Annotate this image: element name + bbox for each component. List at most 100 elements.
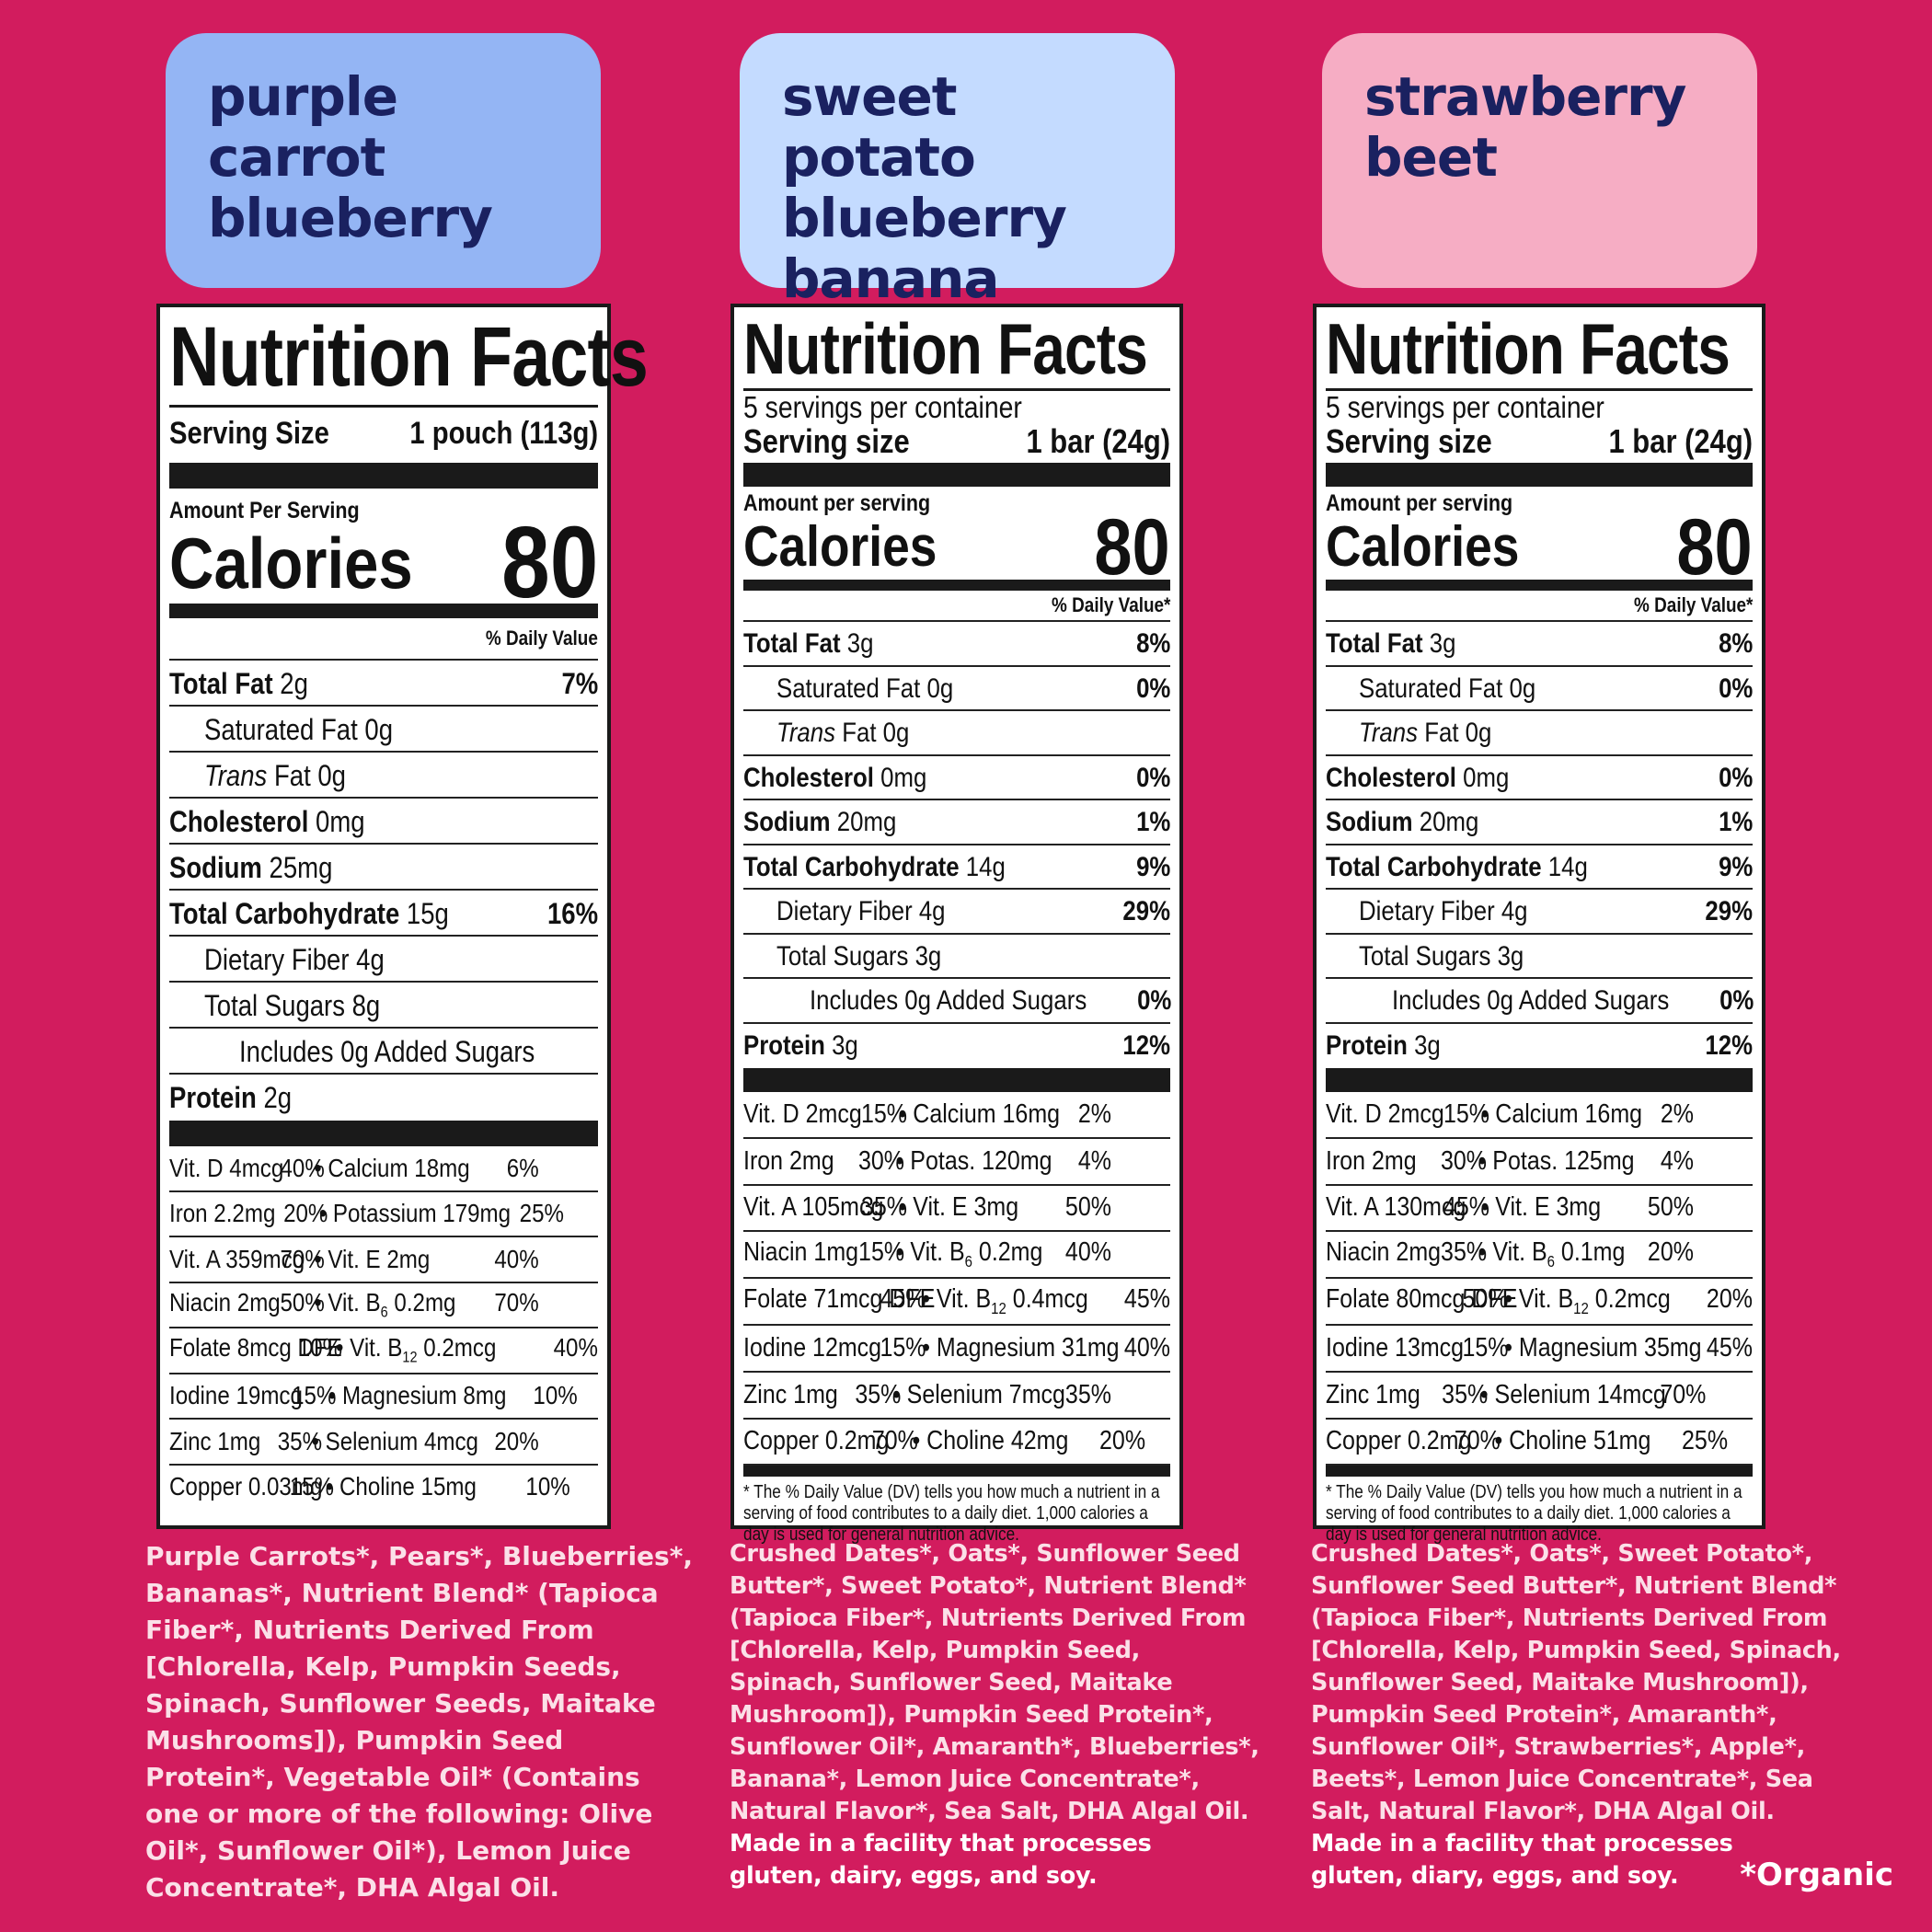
micronutrient-dv: 50% — [1647, 1192, 1694, 1223]
micronutrient-dv: 45% — [880, 1284, 926, 1315]
product-title-line: banana — [782, 247, 1000, 310]
micronutrient-cells: Folate 8mcg DFE 10% • Vit. B12 0.2mcg 40% — [169, 1333, 598, 1367]
micronutrient-name: • Choline 42mg — [912, 1426, 1069, 1456]
micronutrient-dv: 15% — [1443, 1098, 1490, 1129]
nutrient-label: Protein 2g — [169, 1075, 312, 1121]
micronutrient-dv: 6% — [506, 1153, 539, 1182]
micronutrient-dv: 15% — [292, 1381, 337, 1410]
servings-per-container: 5 servings per container — [1326, 391, 1753, 424]
nutrient-label: Saturated Fat 0g — [743, 667, 982, 712]
serving-size-value: 1 pouch (113g) — [409, 416, 598, 451]
nutrient-name: Dietary Fiber 4g — [1359, 896, 1528, 926]
nutrient-row: Dietary Fiber 4g — [169, 937, 598, 983]
nutrient-text: Cholesterol 0mg — [169, 799, 365, 845]
nutrient-label: Total Carbohydrate 14g — [1326, 845, 1630, 891]
micronutrient-name: Folate 71mcg DFE — [743, 1284, 936, 1315]
serving-size-label: Serving size — [1326, 422, 1492, 460]
medium-rule — [743, 580, 1170, 591]
micronutrient-name: Iron 2mg — [743, 1145, 834, 1176]
nutrient-label: Sodium 20mg — [1326, 800, 1503, 845]
amount-per-serving: Amount per serving — [1326, 490, 1753, 517]
daily-value-label: % Daily Value — [486, 627, 598, 650]
micronutrient-cells: Copper 0.2mg 70% • Choline 51mg 25% — [1326, 1426, 1728, 1456]
servings-text: 5 servings per container — [743, 390, 1022, 424]
daily-value-footnote: * The % Daily Value (DV) tells you how m… — [1326, 1482, 1742, 1546]
nutrient-text: Trans Fat 0g — [204, 753, 346, 799]
footnote-rule — [1326, 1466, 1753, 1478]
nutrient-amount: Fat 0g — [842, 718, 910, 748]
micronutrient-cells: Iodine 12mcg 15% • Magnesium 31mg 40% — [743, 1333, 1170, 1363]
nutrient-label: Trans Fat 0g — [169, 753, 369, 799]
nutrient-text: Trans Fat 0g — [1359, 711, 1491, 756]
nutrient-row: Total Sugars 3g — [1326, 935, 1753, 979]
product-title-box: sweet potato blueberry banana — [740, 33, 1175, 309]
nutrient-text: Total Carbohydrate 15g — [169, 891, 449, 937]
nutrient-text: Total Fat 3g — [1326, 622, 1455, 667]
nutrient-row: Trans Fat 0g — [743, 711, 1170, 756]
micronutrient-cells: Zinc 1mg 35% • Selenium 14mcg 70% — [1326, 1380, 1706, 1410]
micronutrient-name: Zinc 1mg — [743, 1379, 838, 1409]
micronutrient-dv: 30% — [1440, 1145, 1488, 1176]
micronutrient-row: Niacin 2mg 35% • Vit. B6 0.1mg 20% — [1326, 1232, 1753, 1280]
nutrient-text: Includes 0g Added Sugars — [810, 979, 1087, 1024]
nutrient-name: Cholesterol — [743, 762, 874, 793]
nutrient-daily-value: 0% — [1137, 985, 1172, 1016]
nutrient-daily-value: 8% — [1718, 628, 1753, 659]
allergen-statement: Made in a facility that processes gluten… — [730, 1830, 1152, 1890]
nutrient-name: Protein — [1326, 1029, 1408, 1061]
nutrient-amount: 2g — [280, 667, 308, 700]
micronutrient-cells: Iron 2mg 30% • Potas. 120mg 4% — [743, 1146, 1111, 1177]
nutrient-name: Total Fat — [169, 667, 273, 700]
nutrient-daily-value: 29% — [1705, 896, 1753, 926]
footnote-rule — [743, 1466, 1170, 1478]
thick-rule — [169, 1121, 598, 1146]
micronutrient-name: • Calcium 16mg — [898, 1098, 1061, 1129]
micronutrient-dv: 50% — [280, 1287, 325, 1317]
micronutrient-dv: 15% — [880, 1332, 926, 1363]
micronutrient-row: Folate 80mcg DFE 50% • Vit. B12 0.2mcg 20% — [1326, 1279, 1753, 1326]
nutrition-facts-panel: Nutrition Facts Serving Size 1 pouch (113g… — [156, 304, 649, 1529]
product-title-line: purple carrot — [208, 65, 398, 189]
nutrient-daily-value: 9% — [1135, 851, 1170, 882]
serving-size-row: Serving size 1 bar (24g) — [743, 424, 1170, 459]
micronutrient-row: Folate 71mcg DFE 45% • Vit. B12 0.4mcg 45% — [743, 1279, 1170, 1326]
nutrient-text: Trans Fat 0g — [776, 711, 909, 756]
micronutrient-name: Vit. A 359mcg — [169, 1244, 305, 1273]
nutrient-name: Cholesterol — [169, 805, 309, 838]
micronutrient-dv: 20% — [1647, 1237, 1694, 1268]
nutrient-name: Saturated Fat 0g — [204, 713, 394, 746]
ingredients-text: Purple Carrots*, Pears*, Blueberries*, B… — [145, 1541, 693, 1903]
micronutrient-row: Iodine 19mcg 15% • Magnesium 8mg 10% — [169, 1374, 598, 1420]
micronutrient-row: Niacin 1mg 15% • Vit. B6 0.2mg 40% — [743, 1232, 1170, 1280]
micronutrient-row: Iron 2mg 30% • Potas. 120mg 4% — [743, 1139, 1170, 1186]
nutrient-amount: 25mg — [269, 851, 333, 884]
micronutrient-name: Zinc 1mg — [169, 1426, 261, 1455]
micronutrient-row: Zinc 1mg 35% • Selenium 14mcg 70% — [1326, 1373, 1753, 1420]
micronutrient-name: • Potas. 120mg — [895, 1145, 1052, 1176]
nutrient-label: Dietary Fiber 4g — [743, 890, 972, 935]
micronutrient-row: Zinc 1mg 35% • Selenium 7mcg 35% — [743, 1373, 1170, 1420]
micronutrient-cells: Iron 2.2mg 20% • Potassium 179mg 25% — [169, 1199, 564, 1228]
micronutrient-row: Vit. D 2mcg 15% • Calcium 16mg 2% — [743, 1092, 1170, 1139]
nutrient-row: Includes 0g Added Sugars 0% — [1326, 979, 1754, 1024]
nutrient-name: Cholesterol — [1326, 762, 1456, 793]
micronutrient-dv: 4% — [1660, 1145, 1694, 1176]
micronutrient-name: • Vit. B12 0.4mcg — [922, 1284, 1088, 1317]
micronutrient-dv: 10% — [525, 1472, 570, 1501]
nutrient-amount: 0mg — [1463, 762, 1510, 793]
nutrient-label: Saturated Fat 0g — [1326, 667, 1564, 712]
nutrient-label: Cholesterol 0mg — [169, 799, 397, 845]
product-title-line: sweet potato — [782, 65, 976, 189]
amount-label: Amount per serving — [743, 490, 931, 516]
nutrient-daily-value: 12% — [1122, 1029, 1170, 1061]
nutrient-row: Sodium 25mg — [169, 845, 598, 891]
micronutrient-row: Copper 0.2mg 70% • Choline 51mg 25% — [1326, 1420, 1753, 1466]
micronutrient-dv: 40% — [494, 1244, 539, 1273]
nutrient-row: Total Carbohydrate 14g 9% — [1326, 845, 1753, 891]
micronutrient-dv: 35% — [1442, 1379, 1489, 1409]
nutrient-amount: Fat 0g — [1424, 718, 1492, 748]
nutrient-amount: 3g — [1414, 1029, 1441, 1061]
nutrient-label: Cholesterol 0mg — [743, 756, 957, 801]
micronutrient-dv: 45% — [1123, 1284, 1170, 1315]
micronutrient-dv: 10% — [297, 1333, 343, 1363]
